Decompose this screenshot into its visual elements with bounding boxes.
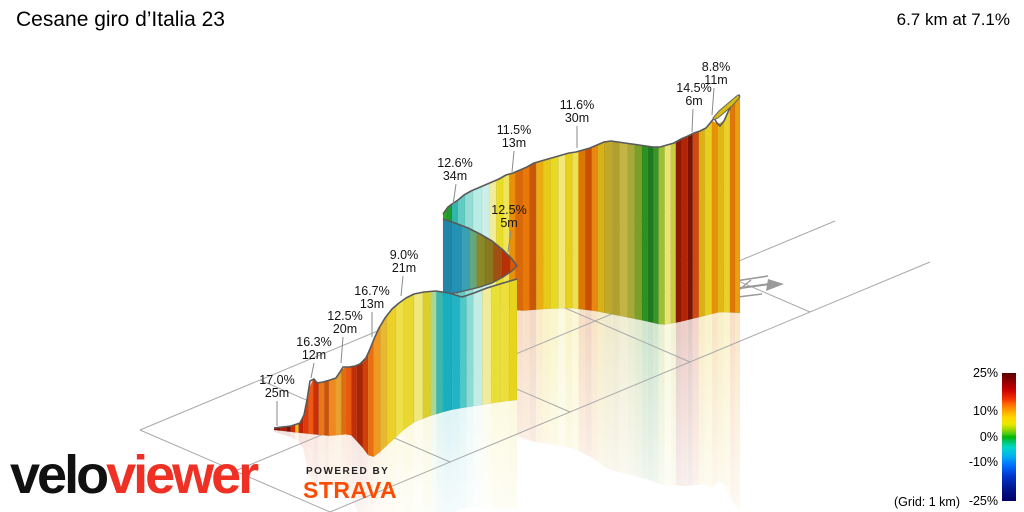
grid-scale-note: (Grid: 1 km) <box>894 495 960 509</box>
page-title: Cesane giro d’Italia 23 <box>16 8 225 31</box>
front-run <box>273 278 518 458</box>
legend-colorbar <box>1002 373 1016 501</box>
legend-tick-10: 10% <box>972 404 998 418</box>
legend-tick-25: 25% <box>972 366 998 380</box>
strava-logo[interactable]: STRAVA <box>303 477 398 503</box>
legend-tick-neg25: -25% <box>968 494 998 508</box>
elevation-ribbon <box>273 94 741 458</box>
veloviewer-logo-velo: velo <box>10 445 109 505</box>
powered-by-label: POWERED BY <box>306 466 390 477</box>
legend-tick-neg10: -10% <box>968 455 998 469</box>
direction-arrow-icon <box>717 275 784 300</box>
callout-leader-lines <box>276 87 715 426</box>
ride-stats: 6.7 km at 7.1% <box>896 10 1010 29</box>
upper-run <box>442 94 741 325</box>
veloviewer-logo-viewer: viewer <box>106 445 259 505</box>
summit-endcap <box>712 94 741 121</box>
legend-tick-0: 0% <box>979 430 998 444</box>
veloviewer-logo[interactable]: veloviewer <box>10 445 259 508</box>
hairpin-run <box>442 218 518 296</box>
